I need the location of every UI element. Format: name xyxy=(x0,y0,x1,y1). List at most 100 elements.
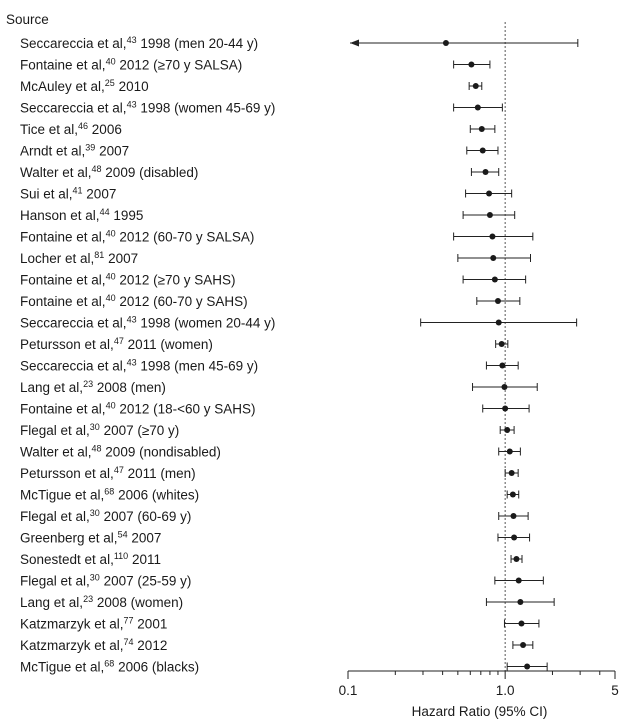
study-author: Locher et al, xyxy=(20,251,94,266)
point-estimate xyxy=(518,620,525,627)
study-author: McAuley et al, xyxy=(20,79,105,94)
study-author: Lang et al, xyxy=(20,595,83,610)
study-detail: 2007 xyxy=(128,531,162,546)
study-reference: 40 xyxy=(106,57,116,67)
x-axis-label: Hazard Ratio (95% CI) xyxy=(412,704,548,719)
x-tick-label: 1.0 xyxy=(496,683,515,698)
study-author: McTigue et al, xyxy=(20,660,104,675)
study-label: Walter et al,48 2009 (disabled) xyxy=(20,164,198,180)
ci-arrow xyxy=(350,39,359,47)
study-label: Sonestedt et al,110 2011 xyxy=(20,551,161,567)
study-author: Fontaine et al, xyxy=(20,273,106,288)
study-label: Petursson et al,47 2011 (women) xyxy=(20,336,213,352)
point-estimate xyxy=(508,470,515,476)
study-reference: 47 xyxy=(114,465,124,475)
study-detail: 2012 (60-70 y SAHS) xyxy=(116,294,248,309)
study-reference: 41 xyxy=(73,186,83,196)
point-estimate xyxy=(490,255,497,261)
study-reference: 43 xyxy=(127,100,137,110)
study-author: Greenberg et al, xyxy=(20,531,118,546)
study-detail: 2006 (blacks) xyxy=(114,660,199,675)
study-reference: 39 xyxy=(85,143,95,153)
study-detail: 2012 (18-<60 y SAHS) xyxy=(116,402,256,417)
study-label: Katzmarzyk et al,77 2001 xyxy=(20,616,167,632)
study-detail: 1998 (women 45-69 y) xyxy=(137,101,276,116)
study-label: Fontaine et al,40 2012 (18-<60 y SAHS) xyxy=(20,401,256,417)
study-detail: 2010 xyxy=(115,79,149,94)
study-author: Arndt et al, xyxy=(20,144,85,159)
study-author: Seccareccia et al, xyxy=(20,359,127,374)
point-estimate xyxy=(501,384,508,390)
study-detail: 2008 (women) xyxy=(93,595,183,610)
study-label: Petursson et al,47 2011 (men) xyxy=(20,465,196,481)
study-label: McAuley et al,25 2010 xyxy=(20,78,149,94)
study-author: Katzmarzyk et al, xyxy=(20,617,124,632)
study-author: Petursson et al, xyxy=(20,466,114,481)
point-estimate xyxy=(495,319,502,326)
study-author: Walter et al, xyxy=(20,165,92,180)
study-detail: 2011 (men) xyxy=(124,466,196,481)
study-reference: 48 xyxy=(92,164,102,174)
point-estimate xyxy=(479,147,486,154)
study-detail: 2001 xyxy=(134,617,168,632)
study-label: Sui et al,41 2007 xyxy=(20,186,116,202)
study-label: Lang et al,23 2008 (men) xyxy=(20,379,166,395)
point-estimate xyxy=(515,577,522,584)
study-author: Fontaine et al, xyxy=(20,58,106,73)
study-reference: 40 xyxy=(106,272,116,282)
study-reference: 25 xyxy=(105,78,115,88)
study-label: Flegal et al,30 2007 (25-59 y) xyxy=(20,573,191,589)
study-author: Seccareccia et al, xyxy=(20,36,127,51)
study-reference: 40 xyxy=(106,229,116,239)
study-label: Flegal et al,30 2007 (≥70 y) xyxy=(20,422,179,438)
study-detail: 2011 xyxy=(128,552,161,567)
point-estimate xyxy=(517,599,524,605)
study-author: Flegal et al, xyxy=(20,574,90,589)
study-label: Locher et al,81 2007 xyxy=(20,250,138,266)
study-reference: 44 xyxy=(100,207,110,217)
point-estimate xyxy=(498,341,505,347)
study-label: Seccareccia et al,43 1998 (men 20-44 y) xyxy=(20,35,258,51)
study-reference: 74 xyxy=(124,637,134,647)
point-estimate xyxy=(472,83,479,89)
x-axis: 0.1 1.0 5 xyxy=(339,670,619,698)
study-marks xyxy=(350,39,579,671)
point-estimate xyxy=(504,427,511,433)
study-reference: 40 xyxy=(106,401,116,411)
study-author: Seccareccia et al, xyxy=(20,316,127,331)
point-estimate xyxy=(486,190,493,197)
study-author: Flegal et al, xyxy=(20,509,90,524)
study-label: Tice et al,46 2006 xyxy=(20,121,122,137)
study-author: Sui et al, xyxy=(20,187,73,202)
study-detail: 1998 (women 20-44 y) xyxy=(137,316,276,331)
point-estimate xyxy=(482,169,489,175)
point-estimate xyxy=(489,233,496,240)
study-author: Walter et al, xyxy=(20,445,92,460)
study-detail: 2012 (≥70 y SALSA) xyxy=(116,58,243,73)
study-reference: 23 xyxy=(83,594,93,604)
study-detail: 2007 (60-69 y) xyxy=(100,509,192,524)
study-author: Fontaine et al, xyxy=(20,402,106,417)
study-detail: 2011 (women) xyxy=(124,337,213,352)
point-estimate xyxy=(494,298,501,304)
point-estimate xyxy=(520,642,527,648)
study-detail: 2007 xyxy=(83,187,117,202)
study-detail: 2007 xyxy=(95,144,129,159)
study-reference: 54 xyxy=(118,530,128,540)
study-detail: 2012 (60-70 y SALSA) xyxy=(116,230,255,245)
study-reference: 23 xyxy=(83,379,93,389)
study-author: Tice et al, xyxy=(20,122,78,137)
study-author: Sonestedt et al, xyxy=(20,552,114,567)
study-detail: 2007 (≥70 y) xyxy=(100,423,179,438)
study-author: Fontaine et al, xyxy=(20,230,106,245)
study-reference: 40 xyxy=(106,293,116,303)
point-estimate xyxy=(502,405,509,412)
study-author: Petursson et al, xyxy=(20,337,114,352)
study-label: Katzmarzyk et al,74 2012 xyxy=(20,637,167,653)
study-label: Seccareccia et al,43 1998 (men 45-69 y) xyxy=(20,358,258,374)
study-detail: 1998 (men 20-44 y) xyxy=(137,36,259,51)
study-detail: 2012 (≥70 y SAHS) xyxy=(116,273,236,288)
study-detail: 2006 (whites) xyxy=(114,488,199,503)
study-reference: 81 xyxy=(94,250,104,260)
study-reference: 110 xyxy=(114,551,128,561)
